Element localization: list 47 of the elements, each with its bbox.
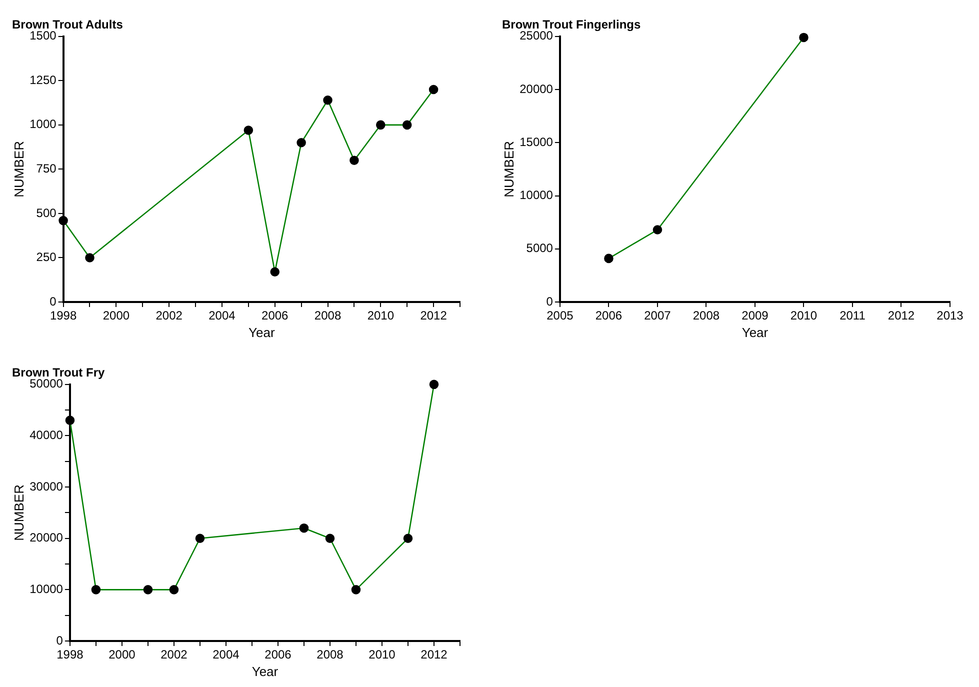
x-tick-label: 2013 [936, 308, 964, 323]
x-tick-label: 2006 [262, 308, 289, 323]
x-tick-label: 2002 [156, 308, 183, 323]
y-tick-label: 500 [36, 206, 57, 220]
y-tick-label: 0 [56, 633, 64, 648]
y-tick-label: 20000 [30, 530, 64, 545]
x-tick-label: 2010 [368, 648, 396, 662]
x-tick-label: 2000 [102, 308, 130, 323]
x-tick-label: 2009 [742, 308, 769, 323]
x-axis-title: Year [248, 324, 276, 340]
x-tick-label: 2011 [840, 308, 866, 323]
x-tick-label: 2004 [208, 308, 236, 323]
x-tick-label: 2010 [790, 308, 818, 323]
x-tick-label: 2004 [212, 648, 240, 662]
y-tick-label: 20000 [520, 82, 554, 96]
y-tick-label: 250 [36, 250, 57, 264]
x-axis-title: Year [742, 324, 769, 340]
y-tick-label: 1000 [30, 117, 57, 132]
x-tick-label: 2006 [595, 308, 622, 323]
x-tick-label: 2005 [546, 308, 574, 323]
y-axis-title: NUMBER [11, 141, 26, 198]
y-tick-label: 40000 [30, 428, 64, 442]
x-axis-title: Year [252, 664, 279, 679]
y-tick-label: 10000 [520, 188, 554, 202]
x-tick-label: 2012 [420, 648, 448, 662]
x-tick-label: 2008 [316, 648, 344, 662]
x-tick-label: 1998 [50, 308, 77, 323]
x-tick-label: 2010 [367, 308, 394, 323]
x-tick-label: 2008 [314, 308, 342, 323]
y-axis-title: NUMBER [11, 484, 26, 541]
y-tick-label: 0 [50, 294, 57, 308]
x-tick-label: 2008 [692, 308, 720, 323]
y-tick-label: 30000 [30, 479, 64, 494]
y-tick-label: 15000 [520, 134, 554, 149]
y-axis-title: NUMBER [501, 141, 516, 198]
y-tick-label: 5000 [526, 241, 554, 256]
x-tick-label: 2012 [888, 308, 915, 323]
y-tick-label: 750 [36, 162, 57, 176]
y-tick-label: 1250 [30, 72, 57, 87]
x-tick-label: 2012 [420, 308, 448, 323]
x-tick-label: 2000 [108, 648, 136, 662]
x-tick-label: 1998 [56, 648, 84, 662]
y-tick-label: 10000 [30, 582, 64, 596]
y-tick-label: 0 [546, 294, 554, 308]
x-tick-label: 2007 [644, 308, 672, 323]
x-tick-label: 2006 [264, 648, 292, 662]
x-tick-label: 2002 [160, 648, 188, 662]
